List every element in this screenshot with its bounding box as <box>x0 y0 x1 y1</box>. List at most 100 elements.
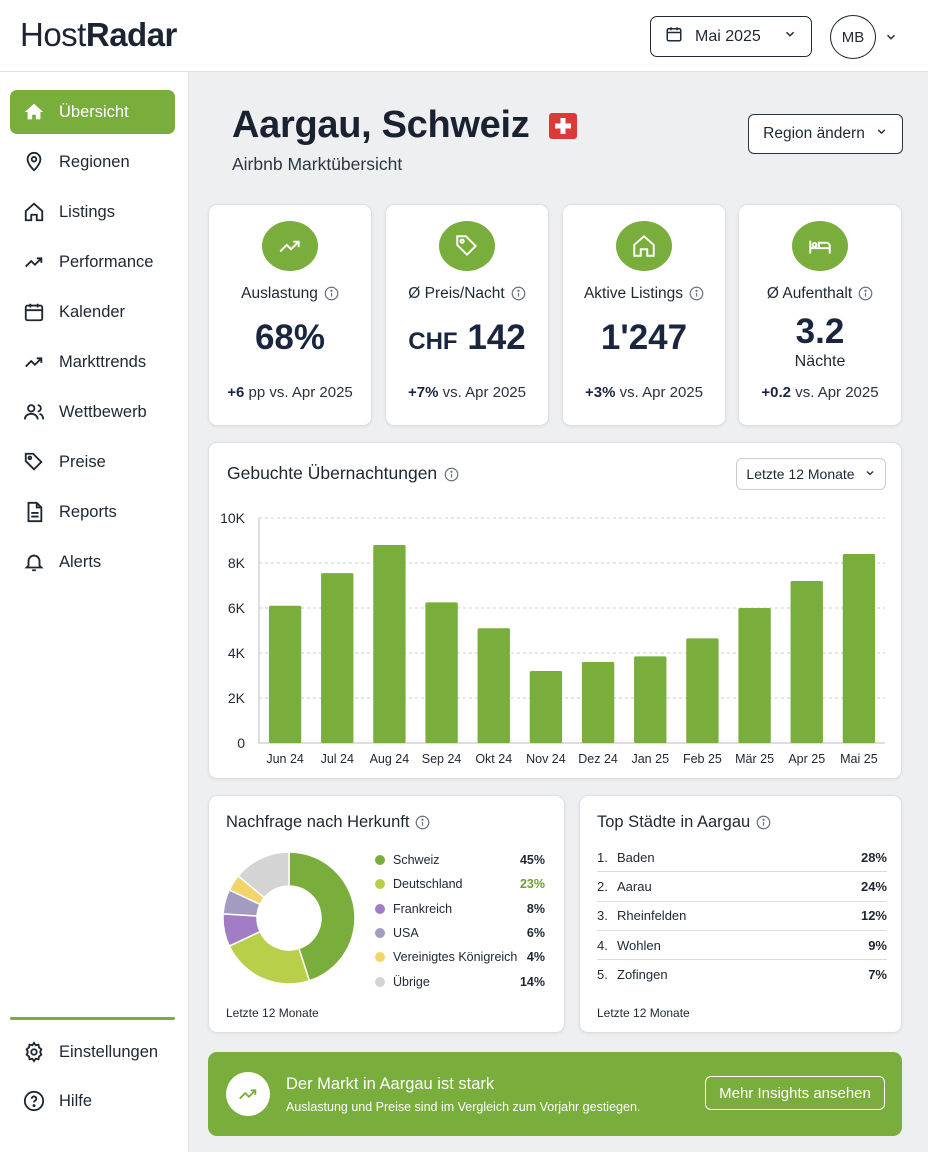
legend-value: 23% <box>519 877 545 892</box>
info-icon[interactable] <box>858 286 873 306</box>
page-title: Aargau, Schweiz <box>232 104 530 146</box>
demand-title: Nachfrage nach Herkunft <box>226 813 430 835</box>
x-tick-label: Sep 24 <box>422 752 462 766</box>
sidebar-item-reports[interactable]: Reports <box>10 490 175 534</box>
donut-legend: Schweiz 45% Deutschland 23% Frankreich 8% USA 6… <box>375 848 545 994</box>
legend-dot <box>375 976 385 987</box>
document-icon <box>23 501 45 523</box>
city-list: 1. Baden 28% 2. Aarau 24% 3. Rheinfelden 12% 4… <box>597 843 887 989</box>
y-tick-label: 6K <box>228 600 246 616</box>
trend-up-icon <box>226 1072 270 1116</box>
top-cities-card: Top Städte in Aargau 1. Baden 28% 2. Aarau 2… <box>579 795 902 1033</box>
sidebar-item-einstellungen[interactable]: Einstellungen <box>10 1030 175 1074</box>
kpi-label: Ø Preis/Nacht <box>386 285 548 306</box>
app-logo[interactable]: HostRadar <box>20 16 177 53</box>
sidebar-item-performance[interactable]: Performance <box>10 240 175 284</box>
legend-value: 6% <box>526 926 545 941</box>
info-icon[interactable] <box>756 815 771 835</box>
house-icon <box>23 201 45 223</box>
legend-label: Schweiz <box>393 853 440 868</box>
bar <box>790 581 823 743</box>
bar <box>268 605 302 743</box>
info-icon[interactable] <box>511 286 526 306</box>
change-region-label: Region ändern <box>763 125 865 142</box>
sidebar-item-hilfe[interactable]: Hilfe <box>10 1079 175 1123</box>
x-tick-label: Mär 25 <box>735 752 774 766</box>
sidebar-item-alerts[interactable]: Alerts <box>10 540 175 584</box>
donut-chart <box>222 852 356 984</box>
more-insights-button[interactable]: Mehr Insights ansehen <box>705 1076 885 1110</box>
date-selector[interactable]: Mai 2025 <box>650 16 812 57</box>
legend-label: Deutschland <box>393 877 463 892</box>
avatar[interactable]: MB <box>830 15 876 59</box>
legend-dot <box>375 879 385 890</box>
legend-item: Vereinigtes Königreich 4% <box>375 945 545 969</box>
sidebar-item-wettbewerb[interactable]: Wettbewerb <box>10 390 175 434</box>
legend-item: USA 6% <box>375 921 545 945</box>
kpi-label: Auslastung <box>209 285 371 306</box>
kpi-delta: +6 pp vs. Apr 2025 <box>227 384 353 401</box>
legend-value: 14% <box>519 974 545 989</box>
x-tick-label: Nov 24 <box>526 752 566 766</box>
info-icon[interactable] <box>689 286 704 306</box>
page-subtitle: Airbnb Marktübersicht <box>232 154 403 174</box>
kpi-label: Aktive Listings <box>563 285 725 306</box>
kpi-card-auslastung: Auslastung 68% +6 pp vs. Apr 2025 <box>208 204 372 426</box>
legend-dot <box>375 952 385 963</box>
bed-icon <box>792 221 848 271</box>
x-tick-label: Jun 24 <box>266 752 304 766</box>
legend-dot <box>375 903 385 914</box>
legend-label: Vereinigtes Königreich <box>393 950 518 965</box>
city-row[interactable]: 1. Baden 28% <box>597 843 887 873</box>
kpi-card-aufenthalt: Ø Aufenthalt 3.2 Nächte +0.2 vs. Apr 202… <box>738 204 902 426</box>
donut-slice <box>237 852 290 899</box>
legend-label: Frankreich <box>393 901 453 916</box>
calendar-icon <box>23 301 45 323</box>
kpi-delta: +3% vs. Apr 2025 <box>584 384 703 401</box>
change-region-button[interactable]: Region ändern <box>748 114 903 154</box>
legend-dot <box>375 928 385 939</box>
city-row[interactable]: 2. Aarau 24% <box>597 872 887 902</box>
sidebar-item-markttrends[interactable]: Markttrends <box>10 340 175 384</box>
y-tick-label: 2K <box>228 690 246 706</box>
x-tick-label: Jul 24 <box>321 752 354 766</box>
chart-range-selector[interactable]: Letzte 12 Monate <box>736 458 886 490</box>
bar <box>321 573 354 743</box>
chevron-down-icon[interactable] <box>884 30 898 49</box>
calendar-icon <box>665 25 683 48</box>
y-tick-label: 8K <box>228 555 246 571</box>
x-tick-label: Okt 24 <box>475 752 512 766</box>
x-tick-label: Aug 24 <box>370 752 410 766</box>
demand-origin-card: Nachfrage nach Herkunft Schweiz 45% Deutsc… <box>208 795 565 1033</box>
kpi-value: 3.2 <box>795 312 845 351</box>
bar <box>425 602 458 743</box>
info-icon[interactable] <box>415 815 430 835</box>
donut-slice <box>228 930 311 984</box>
city-row[interactable]: 4. Wohlen 9% <box>597 931 887 961</box>
x-tick-label: Feb 25 <box>683 752 722 766</box>
city-row[interactable]: 3. Rheinfelden 12% <box>597 902 887 931</box>
chevron-down-icon <box>875 125 888 143</box>
date-selector-label: Mai 2025 <box>695 27 761 45</box>
city-row[interactable]: 5. Zofingen 7% <box>597 967 887 983</box>
kpi-unit: Nächte <box>794 353 846 370</box>
sidebar-item-uebersicht[interactable]: Übersicht <box>10 90 175 134</box>
legend-label: Übrige <box>393 974 430 989</box>
sidebar-item-preise[interactable]: Preise <box>10 440 175 484</box>
banner-subtitle: Auslastung und Preise sind im Vergleich … <box>286 1100 641 1114</box>
info-icon[interactable] <box>324 286 339 306</box>
bar <box>686 638 719 743</box>
demand-footnote: Letzte 12 Monate <box>226 1006 319 1020</box>
chevron-down-icon <box>783 27 797 46</box>
info-icon[interactable] <box>444 466 459 487</box>
sidebar-item-regionen[interactable]: Regionen <box>10 140 175 184</box>
trend-up-icon <box>23 351 45 373</box>
sidebar-item-listings[interactable]: Listings <box>10 190 175 234</box>
kpi-value: 68% <box>254 318 326 357</box>
legend-dot <box>375 855 385 866</box>
sidebar-item-kalender[interactable]: Kalender <box>10 290 175 334</box>
legend-label: USA <box>393 926 419 941</box>
legend-item: Frankreich 8% <box>375 897 545 921</box>
tag-icon <box>23 451 45 473</box>
legend-item: Deutschland 23% <box>375 872 545 896</box>
